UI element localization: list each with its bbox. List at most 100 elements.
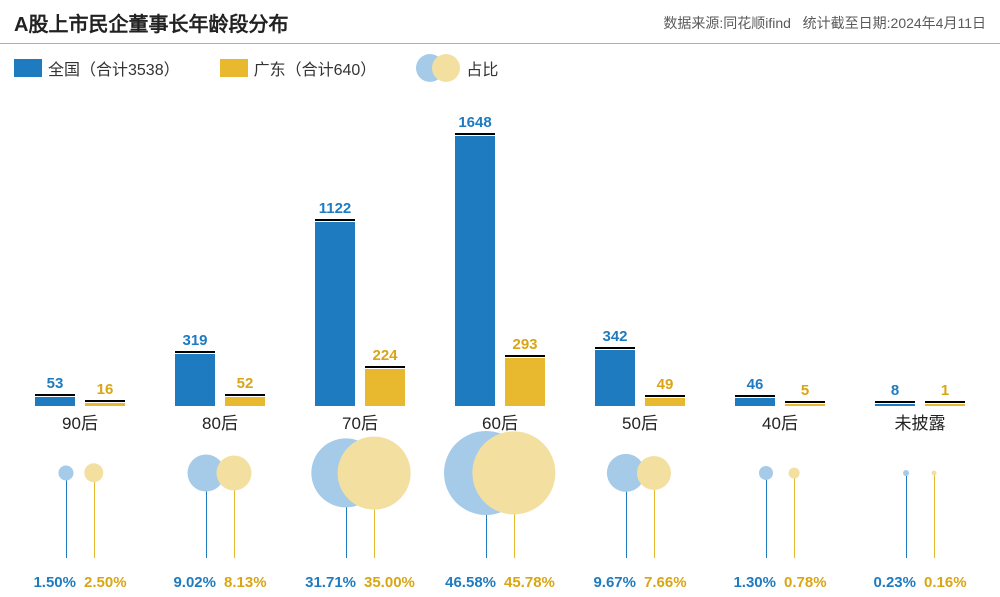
source-label: 数据来源:同花顺ifind	[663, 15, 791, 31]
bar-group: 3195280后	[150, 88, 290, 438]
date-label: 统计截至日期:2024年4月11日	[803, 15, 986, 31]
lollipop-stem	[934, 473, 935, 558]
bar-underline	[365, 366, 405, 368]
bubble-national	[58, 465, 73, 480]
chart-title: A股上市民企董事长年龄段分布	[14, 8, 288, 37]
legend-label-2: 广东（合计640）	[254, 56, 377, 80]
percent-guangdong: 0.16%	[924, 574, 967, 591]
lollipop-line	[94, 473, 95, 558]
bar-rect	[85, 403, 125, 406]
bar-rect	[645, 398, 685, 406]
bar-guangdong: 49	[645, 376, 685, 406]
bar-guangdong: 224	[365, 347, 405, 406]
percent-national: 1.50%	[33, 574, 76, 591]
percent-row: 9.67% 7.66%	[570, 574, 710, 591]
lollipop-line	[766, 473, 767, 558]
bar-group: 112222470后	[290, 88, 430, 438]
bar-group: 53 16 90后	[10, 88, 150, 438]
bar-pair: 53 16	[10, 106, 150, 406]
bubble-chart-area: 1.50%2.50%9.02%8.13%31.71%35.00%46.58%45…	[0, 438, 1000, 593]
bar-group: 342 49 50后	[570, 88, 710, 438]
bar-rect	[455, 136, 495, 406]
percent-row: 0.23%0.16%	[850, 574, 990, 591]
bar-underline	[645, 395, 685, 397]
bar-national: 342	[595, 328, 635, 406]
bar-underline	[175, 351, 215, 353]
lollipop-line	[934, 473, 935, 558]
bar-underline	[505, 355, 545, 357]
bubble-group: 9.67% 7.66%	[570, 438, 710, 593]
bubble-pair	[710, 438, 850, 558]
percent-row: 9.02%8.13%	[150, 574, 290, 591]
bar-group: 1648 293 60后	[430, 88, 570, 438]
bar-rect	[505, 358, 545, 406]
bubble-pair	[290, 438, 430, 558]
legend-circles-icon	[416, 54, 460, 82]
percent-national: 31.71%	[305, 574, 356, 591]
bar-underline	[875, 401, 915, 403]
bubble-pair	[570, 438, 710, 558]
legend-swatch-1	[14, 59, 42, 77]
category-label: 60后	[430, 409, 570, 434]
bar-pair: 465	[710, 106, 850, 406]
bar-value-label: 293	[512, 336, 537, 353]
bubble-pair	[850, 438, 990, 558]
bubble-group: 31.71%35.00%	[290, 438, 430, 593]
percent-national: 1.30%	[733, 574, 776, 591]
bubble-pair	[150, 438, 290, 558]
bar-rect	[35, 397, 75, 406]
lollipop-line	[66, 473, 67, 558]
bar-national: 1648	[455, 114, 495, 406]
bar-rect	[225, 397, 265, 406]
bar-pair: 81	[850, 106, 990, 406]
category-label: 50后	[570, 409, 710, 434]
bubble-guangdong	[216, 455, 251, 490]
category-label: 40后	[710, 409, 850, 434]
bubble-pair	[10, 438, 150, 558]
lollipop-line	[794, 473, 795, 558]
percent-national: 46.58%	[445, 574, 496, 591]
lollipop-line	[906, 473, 907, 558]
legend: 全国（合计3538） 广东（合计640） 占比	[0, 44, 1000, 88]
bar-rect	[175, 354, 215, 406]
bar-underline	[35, 394, 75, 396]
bar-underline	[925, 401, 965, 403]
bar-national: 53	[35, 375, 75, 406]
bar-guangdong: 52	[225, 375, 265, 406]
percent-guangdong: 7.66%	[644, 574, 687, 591]
category-label: 80后	[150, 409, 290, 434]
legend-series2: 广东（合计640）	[220, 56, 377, 80]
category-label: 未披露	[850, 409, 990, 434]
bubble-guangdong	[637, 456, 671, 490]
bubble-guangdong	[932, 471, 937, 476]
percent-guangdong: 2.50%	[84, 574, 127, 591]
bar-rect	[925, 404, 965, 406]
bar-pair: 1648 293	[430, 106, 570, 406]
bar-rect	[365, 369, 405, 406]
bar-guangdong: 1	[925, 382, 965, 406]
percent-guangdong: 8.13%	[224, 574, 267, 591]
category-label: 90后	[10, 409, 150, 434]
header: A股上市民企董事长年龄段分布 数据来源:同花顺ifind 统计截至日期:2024…	[0, 0, 1000, 44]
percent-national: 9.67%	[593, 574, 636, 591]
bar-rect	[785, 404, 825, 406]
bar-value-label: 8	[891, 382, 899, 399]
bar-rect	[595, 350, 635, 406]
bar-value-label: 49	[657, 376, 674, 393]
bar-national: 8	[875, 382, 915, 406]
bar-underline	[85, 400, 125, 402]
legend-label-3: 占比	[466, 56, 498, 80]
bubble-pair	[430, 438, 570, 558]
legend-label-1: 全国（合计3538）	[48, 56, 180, 80]
bar-value-label: 46	[747, 376, 764, 393]
lollipop-stem	[906, 473, 907, 558]
bubble-group: 1.50% 2.50%	[10, 438, 150, 593]
bar-underline	[455, 133, 495, 135]
bubble-national	[903, 470, 909, 476]
bar-value-label: 16	[97, 381, 114, 398]
percent-row: 1.30%0.78%	[710, 574, 850, 591]
bar-value-label: 224	[372, 347, 397, 364]
bubble-guangdong	[84, 463, 103, 482]
bar-underline	[595, 347, 635, 349]
bar-chart-area: 53 16 90后3195280后112222470后 1648 293 60后 342 49…	[0, 88, 1000, 438]
